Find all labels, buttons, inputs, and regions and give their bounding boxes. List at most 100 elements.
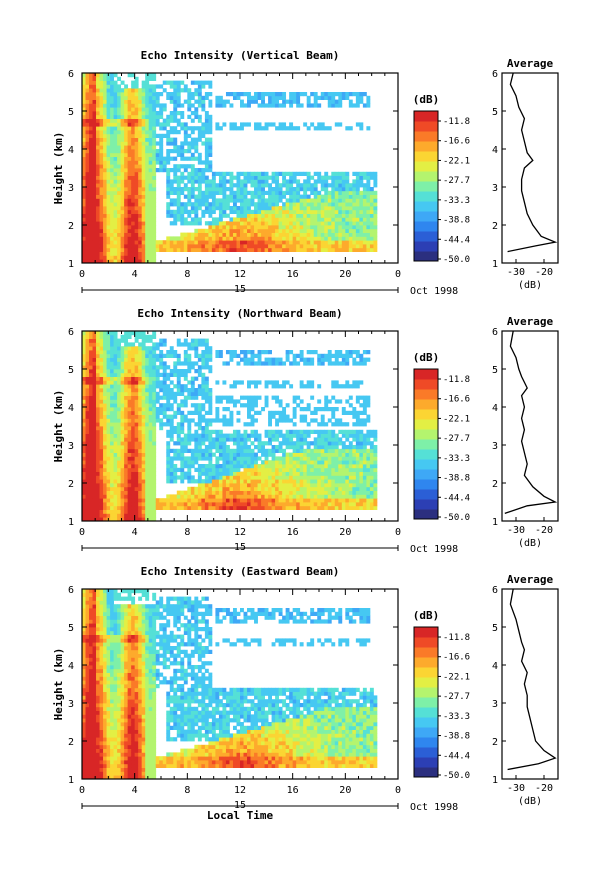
heatmap-cell <box>131 448 136 453</box>
heatmap-cell <box>282 441 287 446</box>
heatmap-cell <box>225 194 230 199</box>
heatmap-cell <box>197 194 202 199</box>
heatmap-cell <box>120 187 125 192</box>
heatmap-cell <box>82 403 86 408</box>
heatmap-cell <box>131 80 136 85</box>
heatmap-cell <box>289 103 294 108</box>
heatmap-cell <box>141 236 146 241</box>
heatmap-cell <box>113 460 118 465</box>
heatmap-cell <box>145 372 150 377</box>
heatmap-cell <box>229 505 234 510</box>
heatmap-cell <box>190 384 195 389</box>
heatmap-cell <box>82 357 86 362</box>
heatmap-cell <box>99 475 104 480</box>
heatmap-cell <box>204 118 209 123</box>
heatmap-cell <box>173 475 178 480</box>
heatmap-cell <box>148 152 153 157</box>
heatmap-cell <box>282 479 287 484</box>
heatmap-cell <box>92 213 97 218</box>
heatmap-cell <box>82 183 86 188</box>
heatmap-cell <box>208 202 213 207</box>
heatmap-cell <box>124 331 129 336</box>
heatmap-cell <box>278 433 283 438</box>
heatmap-cell <box>232 460 237 465</box>
heatmap-cell <box>338 213 343 218</box>
heatmap-cell <box>355 240 360 245</box>
heatmap-cell <box>173 217 178 222</box>
heatmap-cell <box>236 228 241 233</box>
heatmap-cell <box>303 198 308 203</box>
heatmap-cell <box>138 88 143 93</box>
heatmap-cell <box>236 418 241 423</box>
heatmap-cell <box>124 179 129 184</box>
heatmap-cell <box>366 236 371 241</box>
heatmap-cell <box>282 414 287 419</box>
heatmap-cell <box>110 429 114 434</box>
heatmap-cell <box>204 471 209 476</box>
heatmap-cell <box>359 244 364 249</box>
heatmap-cell <box>141 391 146 396</box>
heatmap-cell <box>134 202 139 207</box>
heatmap-cell <box>285 441 290 446</box>
heatmap-cell <box>120 202 125 207</box>
heatmap-cell <box>138 357 143 362</box>
heatmap-cell <box>159 240 164 245</box>
heatmap-cell <box>289 437 294 442</box>
heatmap-cell <box>254 183 258 188</box>
heatmap-cell <box>320 228 325 233</box>
heatmap-cell <box>148 365 153 370</box>
heatmap-cell <box>289 441 294 446</box>
heatmap-cell <box>278 247 283 252</box>
heatmap-cell <box>155 505 160 510</box>
heatmap-cell <box>106 445 111 450</box>
heatmap-cell <box>327 206 332 211</box>
heatmap-cell <box>187 156 192 161</box>
heatmap-cell <box>173 429 178 434</box>
heatmap-cell <box>317 202 322 207</box>
heatmap-cell <box>138 464 143 469</box>
heatmap-cell <box>229 357 234 362</box>
heatmap-cell <box>103 88 107 93</box>
heatmap-cell <box>271 190 276 195</box>
heatmap-cell <box>254 505 258 510</box>
heatmap-cell <box>92 391 97 396</box>
heatmap-cell <box>208 471 213 476</box>
heatmap-cell <box>320 225 325 230</box>
heatmap-cell <box>373 171 378 176</box>
heatmap-cell <box>110 209 114 214</box>
heatmap-cell <box>120 160 125 165</box>
heatmap-cell <box>211 445 216 450</box>
heatmap-cell <box>215 399 220 404</box>
heatmap-cell <box>159 168 164 173</box>
heatmap-cell <box>264 502 269 507</box>
heatmap-cell <box>229 471 234 476</box>
heatmap-cell <box>113 84 118 89</box>
heatmap-cell <box>110 517 114 522</box>
heatmap-cell <box>145 198 150 203</box>
heatmap-cell <box>120 198 125 203</box>
heatmap-cell <box>89 99 93 104</box>
heatmap-cell <box>176 152 181 157</box>
heatmap-cell <box>190 433 195 438</box>
heatmap-cell <box>338 236 343 241</box>
heatmap-cell <box>138 429 143 434</box>
heatmap-cell <box>96 76 100 81</box>
heatmap-cell <box>82 331 86 336</box>
heatmap-cell <box>82 255 86 260</box>
heatmap-cell <box>208 126 213 131</box>
heatmap-cell <box>92 486 97 491</box>
heatmap-cell <box>110 471 114 476</box>
heatmap-cell <box>261 361 265 366</box>
heatmap-cell <box>85 80 90 85</box>
heatmap-cell <box>124 338 129 343</box>
heatmap-cell <box>303 456 308 461</box>
heatmap-cell <box>306 206 311 211</box>
heatmap-cell <box>138 221 143 226</box>
heatmap-cell <box>166 118 171 123</box>
heatmap-cell <box>124 217 129 222</box>
heatmap-cell <box>127 225 132 230</box>
heatmap-cell <box>166 236 171 241</box>
heatmap-cell <box>106 486 111 491</box>
heatmap-cell <box>110 483 114 488</box>
heatmap-cell <box>341 171 346 176</box>
